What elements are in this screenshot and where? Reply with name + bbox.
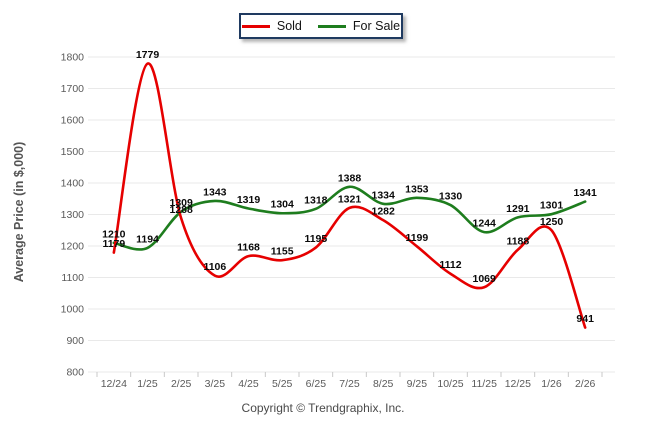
svg-text:8/25: 8/25 [373,378,394,390]
gridlines [88,56,615,373]
svg-text:6/25: 6/25 [306,378,327,390]
data-label: 1106 [203,261,226,273]
data-label: 1318 [304,194,328,206]
svg-text:900: 900 [66,335,84,347]
data-label: 1210 [102,228,126,240]
data-label: 1304 [270,199,294,211]
svg-text:1800: 1800 [61,52,85,64]
data-label: 1179 [102,238,125,250]
svg-text:2/26: 2/26 [575,378,596,390]
x-axis-labels: 12/24 1/25 2/25 3/25 4/25 5/25 6/25 7/25 8/25 9/2… [101,378,596,390]
data-label: 1301 [540,200,564,212]
data-label: 1155 [271,246,294,258]
svg-text:1600: 1600 [61,115,85,127]
legend-label-for-sale: For Sale [352,19,401,33]
svg-text:1300: 1300 [61,209,85,221]
data-label: 1112 [439,259,461,271]
y-axis-labels: 800 900 1000 1100 1200 1300 1400 1500 1600 1700 18… [61,52,85,379]
legend: Sold For Sale [239,13,403,39]
data-label: 1319 [237,194,261,206]
data-label: 1291 [506,203,530,215]
data-label: 1282 [371,206,395,218]
svg-text:10/25: 10/25 [437,378,463,390]
x-axis-ticks [96,372,603,377]
svg-text:2/25: 2/25 [171,378,192,390]
data-label: 1194 [136,233,159,245]
data-label: 1309 [169,197,193,209]
legend-item-sold: Sold [241,19,302,33]
data-label: 1168 [237,242,260,254]
data-labels: 1179 1779 1288 1106 1168 1155 1195 1321 1282 1199… [102,49,597,325]
svg-text:3/25: 3/25 [205,378,226,390]
data-label: 1330 [439,191,463,203]
data-label: 941 [576,313,594,325]
data-label: 1288 [169,204,193,216]
data-label: 1244 [472,218,496,230]
svg-text:5/25: 5/25 [272,378,293,390]
series-line-sold [112,62,587,329]
svg-text:1000: 1000 [61,304,85,316]
svg-text:1700: 1700 [61,83,85,95]
data-label: 1188 [506,235,529,247]
svg-text:7/25: 7/25 [339,378,360,390]
svg-text:1200: 1200 [61,241,85,253]
for-sale-line-swatch-icon [317,24,346,28]
data-label: 1069 [472,273,496,285]
data-label: 1199 [405,232,428,244]
data-label: 1321 [338,193,362,205]
legend-item-for-sale: For Sale [317,19,401,33]
data-label: 1341 [573,187,597,199]
svg-text:1500: 1500 [61,146,85,158]
sold-line-swatch-icon [241,24,270,28]
data-label: 1195 [304,233,327,245]
data-label: 1343 [203,186,227,198]
svg-text:1/25: 1/25 [137,378,158,390]
svg-text:12/24: 12/24 [101,378,127,390]
svg-text:1/26: 1/26 [541,378,562,390]
data-label: 1250 [540,216,564,228]
series-line-for-sale [112,185,587,251]
svg-text:12/25: 12/25 [505,378,531,390]
svg-text:800: 800 [66,367,84,379]
svg-text:11/25: 11/25 [471,378,497,390]
y-axis-title: Average Price (in $,000) [12,141,26,283]
svg-text:4/25: 4/25 [238,378,259,390]
svg-text:9/25: 9/25 [407,378,428,390]
svg-text:1100: 1100 [61,272,84,284]
data-label: 1334 [371,189,395,201]
data-label: 1388 [338,172,362,184]
data-label: 1779 [136,49,160,61]
data-label: 1353 [405,183,429,195]
svg-text:1400: 1400 [61,178,85,190]
copyright-text: Copyright © Trendgraphix, Inc. [241,401,405,415]
legend-label-sold: Sold [276,19,302,33]
